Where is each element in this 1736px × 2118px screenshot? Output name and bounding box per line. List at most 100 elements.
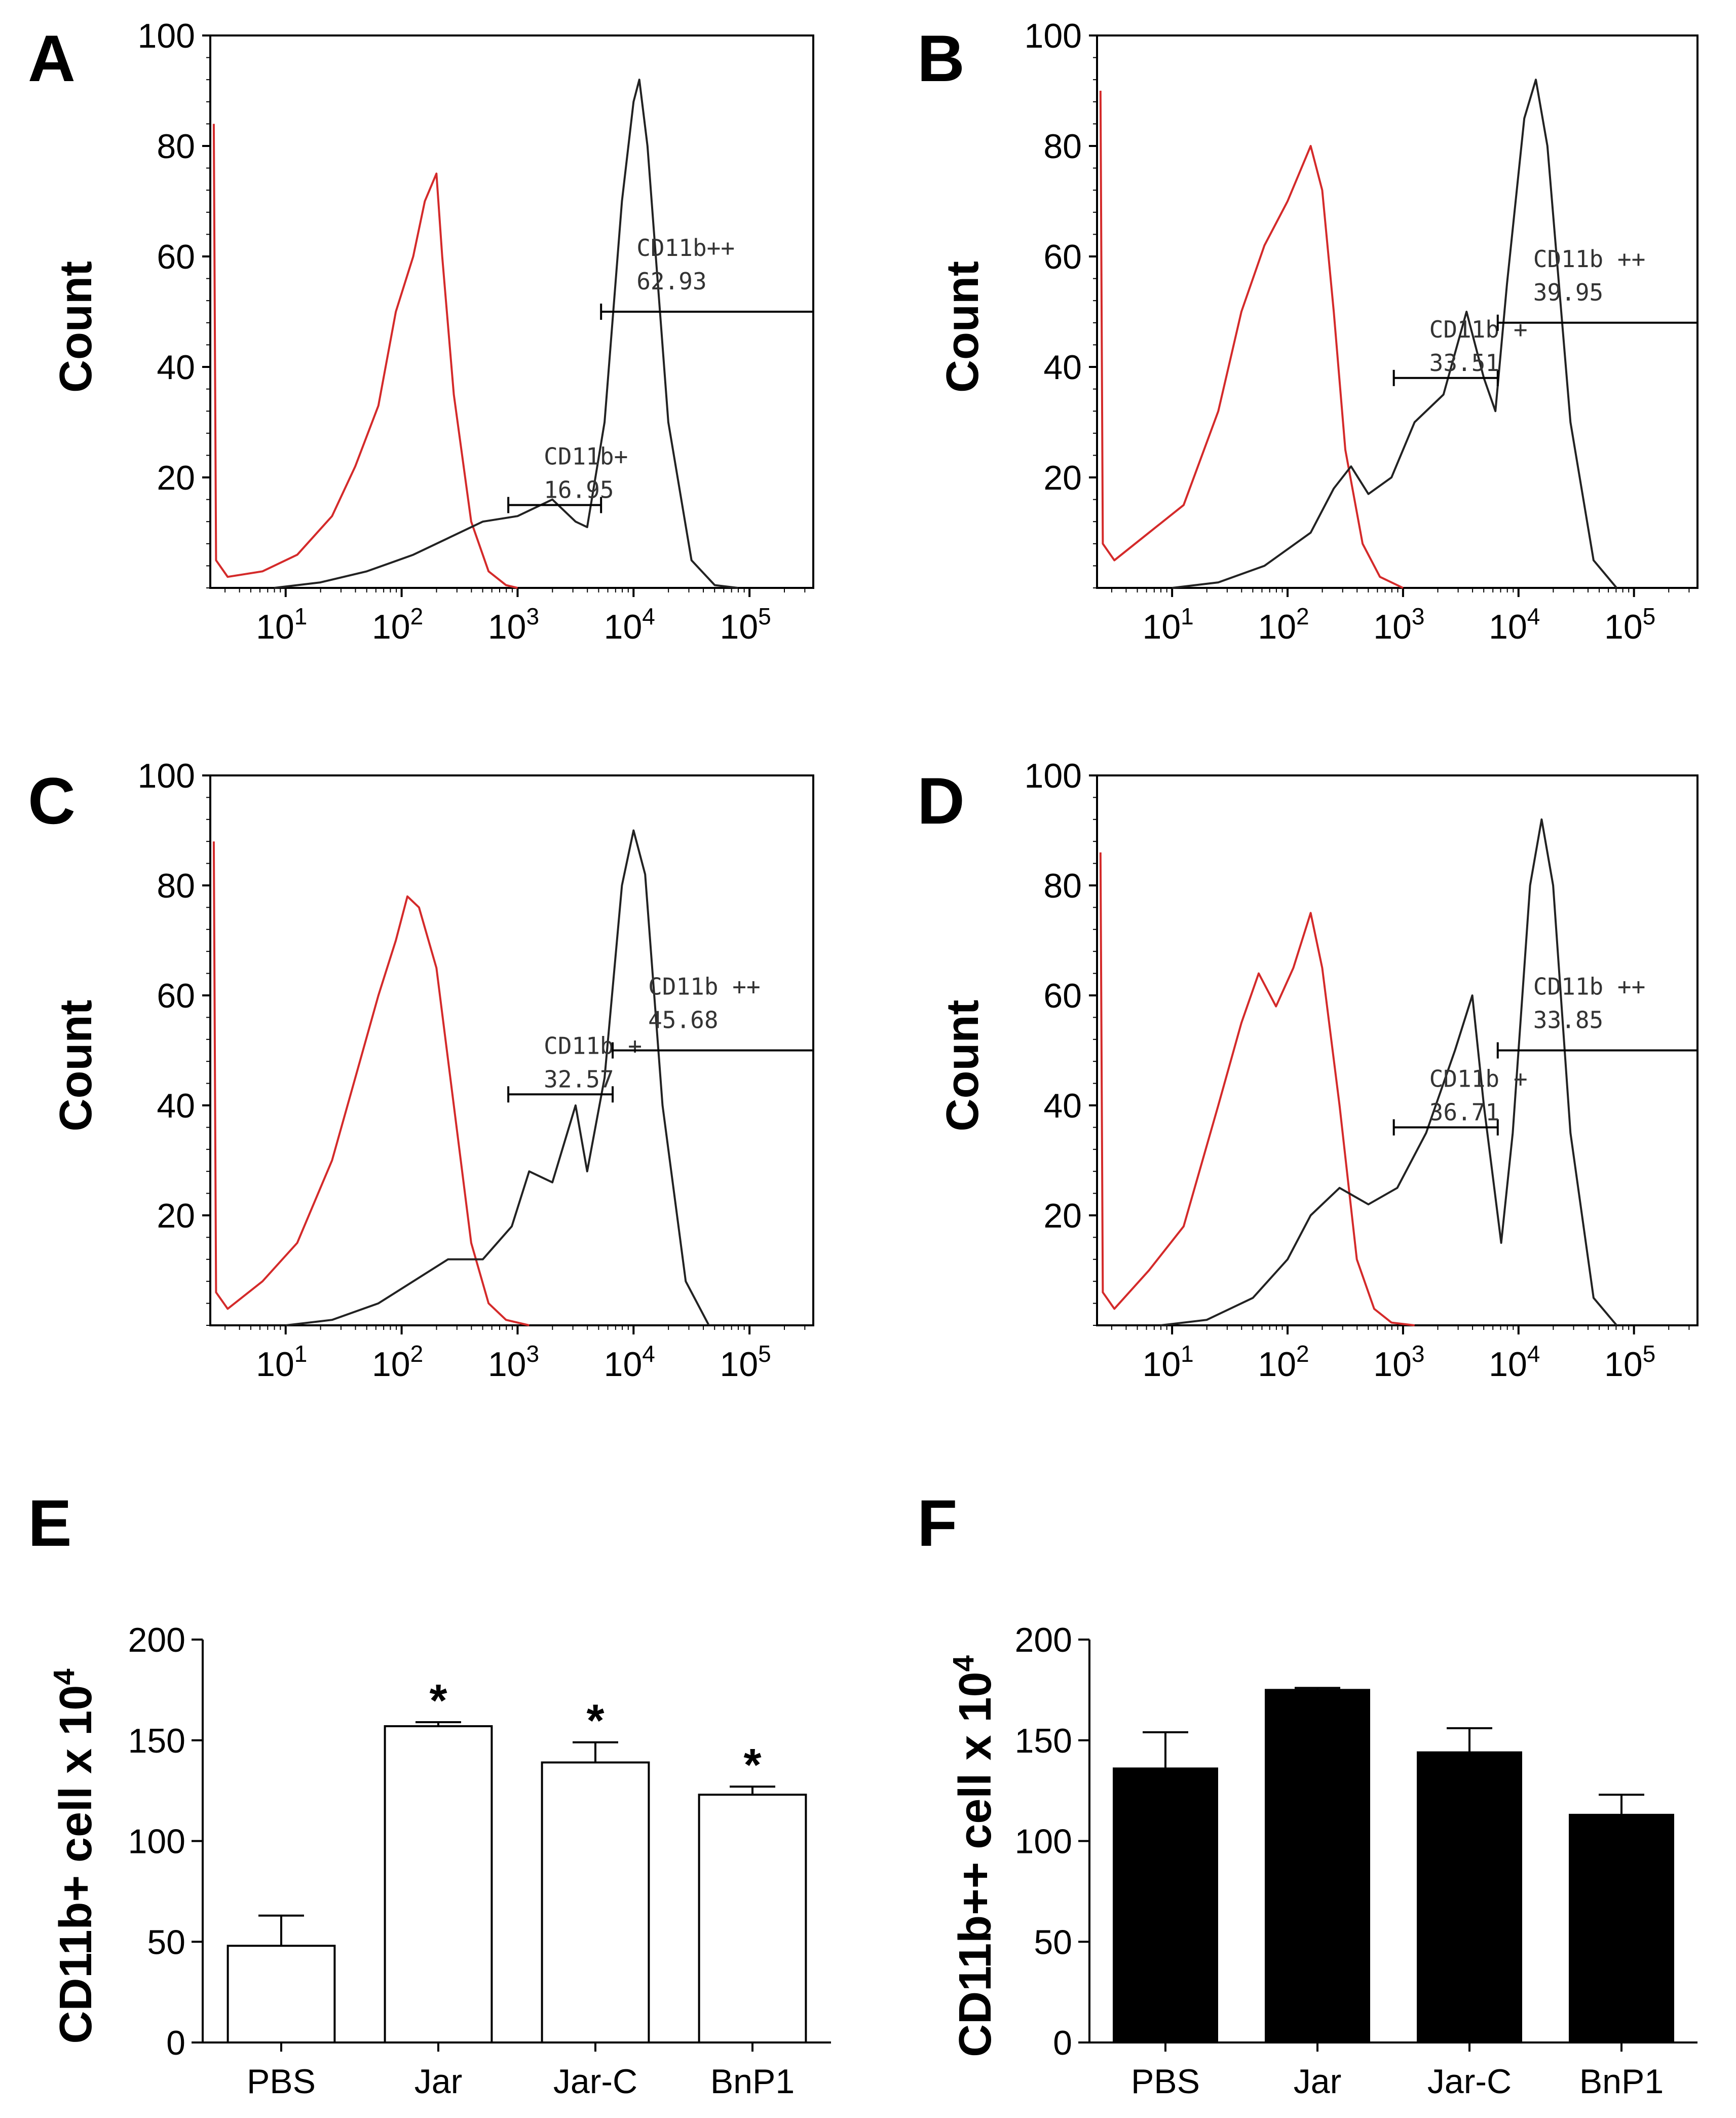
panel-letter: D [917,764,965,838]
bar [384,1725,493,2044]
x-tick-label: 102 [1258,1341,1309,1384]
x-tick-base: 10 [488,608,526,646]
x-tick-base: 10 [1258,1345,1296,1384]
x-tick-exponent: 2 [410,603,424,629]
x-tick-exponent: 5 [758,603,771,629]
gate-label: CD11b++ [636,234,735,262]
panel-letter: C [28,764,76,838]
y-tick-label: 100 [138,757,195,795]
bar-panel-e: E CD11b+ cell x 104 0 50 100 150 200 PBS Jar * Jar… [28,1486,831,2101]
x-tick-base: 10 [1489,608,1527,646]
bar [1265,1689,1370,2043]
histogram-curve-control [1099,90,1404,589]
x-tick-base: 10 [256,608,294,646]
x-tick-base: 10 [1604,608,1643,646]
y-axis-label: CD11b++ cell x 104 [947,1655,1001,2057]
x-tick-label: BnP1 [710,2062,795,2101]
gate-label: CD11b+ [544,443,628,470]
gate-label: CD11b + [1429,1065,1528,1092]
x-tick-exponent: 4 [1527,603,1540,629]
x-tick-label: Jar-C [1427,2062,1512,2101]
significance-star: * [586,1696,604,1747]
histogram-curve-cd11b [1172,79,1618,589]
x-tick-exponent: 2 [1296,1341,1309,1367]
x-tick-label: PBS [1131,2062,1200,2101]
x-tick-base: 10 [256,1345,294,1384]
bar [1569,1813,1674,2043]
y-axis-label-exponent: 4 [48,1668,81,1685]
y-tick-label: 60 [1043,238,1082,276]
panel-letter: F [917,1486,957,1560]
x-tick-exponent: 1 [1181,603,1194,629]
y-axis-label-main: CD11b++ cell x 10 [950,1671,1001,2057]
histogram-curve-control [212,124,518,589]
x-tick-base: 10 [604,1345,643,1384]
x-tick-label: PBS [247,2062,316,2101]
gate-value: 33.85 [1533,1007,1603,1034]
x-tick-label: 103 [488,603,539,646]
y-axis-label-exponent: 4 [947,1655,980,1671]
x-tick-label: 104 [604,1341,655,1384]
gate-label: CD11b ++ [1533,973,1646,1000]
gate-label: CD11b + [544,1032,642,1059]
x-tick-exponent: 1 [1181,1341,1194,1367]
y-tick-label: 100 [1025,17,1082,55]
x-tick-label: 104 [604,603,655,646]
y-tick-label: 40 [1043,1087,1082,1125]
gate-value: 33.51 [1429,349,1499,377]
gate-value: 16.95 [544,476,614,504]
y-tick-label: 60 [1043,977,1082,1015]
x-tick-exponent: 1 [294,603,308,629]
y-tick-label: 20 [1043,459,1082,497]
histogram-curve-control [212,841,530,1326]
panel-letter: B [917,21,965,95]
x-tick-base: 10 [1258,608,1296,646]
x-tick-label: 102 [372,603,423,646]
x-tick-base: 10 [604,608,643,646]
x-tick-label: BnP1 [1579,2062,1664,2101]
y-axis-label: Count [937,1000,988,1132]
y-tick-label: 20 [1043,1197,1082,1235]
x-tick-exponent: 3 [526,603,539,629]
y-tick-label: 40 [157,348,195,387]
histogram-curve-cd11b [285,829,710,1326]
x-tick-base: 10 [1143,608,1181,646]
gate-label: CD11b + [1429,316,1528,343]
panel-letter: E [28,1486,72,1560]
y-tick-label: 40 [157,1087,195,1125]
x-tick-exponent: 4 [1527,1341,1540,1367]
y-axis-label: Count [937,261,988,393]
x-tick-exponent: 2 [1296,603,1309,629]
x-tick-label: Jar [414,2062,462,2101]
x-tick-exponent: 3 [1412,1341,1425,1367]
gate-label: CD11b ++ [648,973,761,1000]
y-tick-label: 100 [128,1823,185,1861]
y-tick-label: 80 [157,127,195,166]
bar [541,1761,650,2044]
x-tick-base: 10 [488,1345,526,1384]
y-tick-label: 80 [157,867,195,905]
y-tick-label: 100 [138,17,195,55]
significance-star: * [743,1740,761,1791]
bar-panel-f: F CD11b++ cell x 104 0 50 100 150 200 PBS Jar Jar… [917,1486,1697,2101]
x-tick-label: 105 [1604,1341,1655,1384]
bar [1113,1767,1218,2043]
x-tick-exponent: 1 [294,1341,308,1367]
y-tick-label: 60 [157,238,195,276]
x-tick-exponent: 2 [410,1341,424,1367]
x-tick-label: 101 [1143,1341,1194,1384]
x-tick-base: 10 [1604,1345,1643,1384]
x-tick-base: 10 [1373,1345,1412,1384]
x-tick-label: 103 [1373,1341,1424,1384]
bar [227,1945,336,2043]
x-tick-label: 102 [372,1341,423,1384]
y-tick-label: 150 [1015,1722,1072,1760]
y-tick-label: 80 [1043,867,1082,905]
gate-value: 62.93 [636,268,706,295]
x-tick-base: 10 [372,608,410,646]
x-tick-exponent: 4 [642,1341,655,1367]
y-tick-label: 200 [1015,1621,1072,1659]
x-tick-label: 105 [720,1341,771,1384]
panel-letter: A [28,21,76,95]
